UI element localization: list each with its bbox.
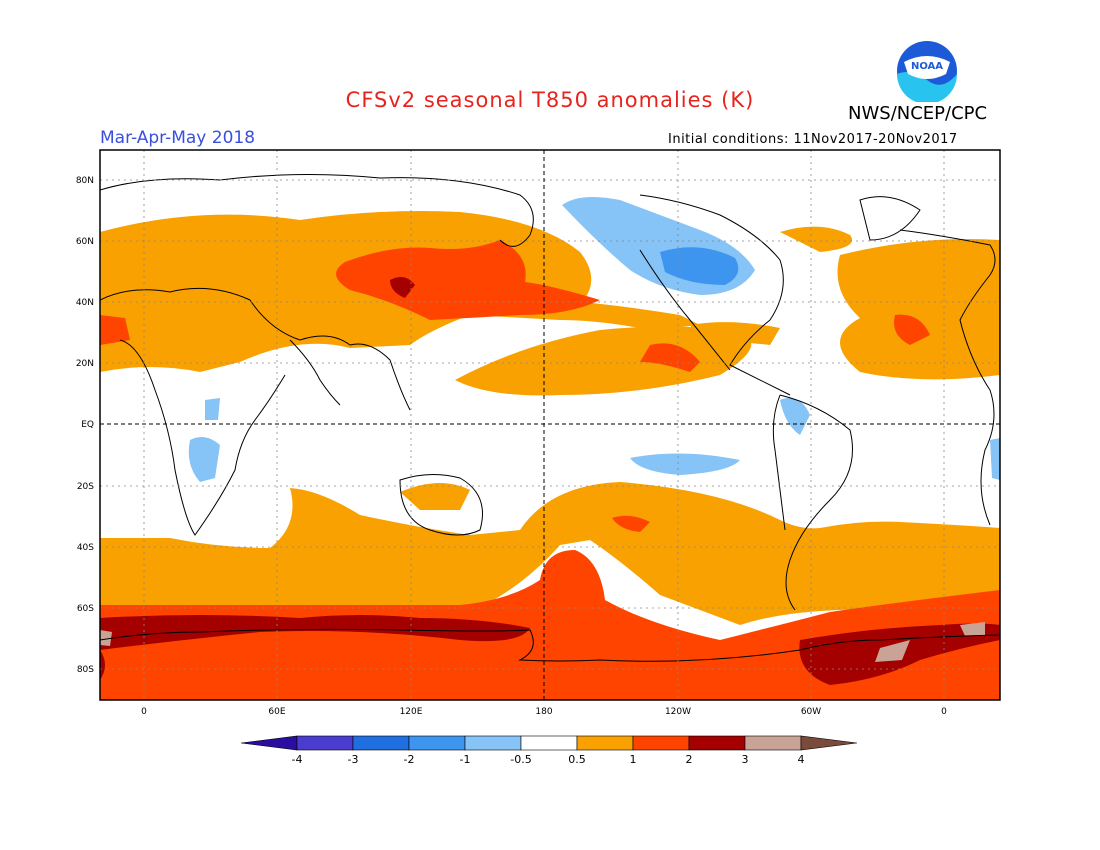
lon-label: 0 — [141, 707, 147, 717]
warm-anomaly-1-2 — [100, 240, 1000, 700]
colorbar-segment — [464, 735, 522, 751]
colorbar-segment — [576, 735, 634, 751]
season-label: Mar-Apr-May 2018 — [100, 128, 256, 148]
lat-label: 20N — [76, 359, 94, 369]
lon-label: 0 — [941, 707, 947, 717]
colorbar-segment — [744, 735, 802, 751]
logo-text: NOAA — [911, 61, 943, 72]
longitude-labels: 0 60E 120E 180 120W 60W 0 — [141, 707, 947, 717]
lat-label: 40S — [77, 543, 94, 553]
cool-anomaly-1-2 — [660, 247, 739, 285]
map-frame — [99, 149, 1001, 701]
lat-label: 40N — [76, 298, 94, 308]
lat-label: 80N — [76, 176, 94, 186]
initial-conditions-label: Initial conditions: 11Nov2017-20Nov2017 — [668, 132, 958, 147]
lat-label: 60N — [76, 237, 94, 247]
colorbar-segment — [352, 735, 410, 751]
colorbar-tick-label: 0.5 — [568, 753, 586, 766]
colorbar-tick-label: 1 — [630, 753, 637, 766]
lat-label: EQ — [81, 420, 94, 430]
colorbar-tick-label: 2 — [686, 753, 693, 766]
anomaly-fields — [100, 150, 1000, 700]
equator-dateline — [100, 150, 1000, 700]
lon-label: 120W — [665, 707, 691, 717]
lat-label: 60S — [77, 604, 94, 614]
colorbar-segment — [520, 735, 578, 751]
noaa-logo-icon: NOAA — [897, 41, 957, 102]
colorbar-tick-label: 3 — [742, 753, 749, 766]
lat-label: 20S — [77, 482, 94, 492]
lon-label: 180 — [535, 707, 552, 717]
lon-label: 60W — [801, 707, 821, 717]
coastlines — [100, 173, 1000, 662]
colorbar-segment — [296, 735, 354, 751]
colorbar: -4 -3 -2 -1 -0.5 0.5 1 2 3 4 — [240, 735, 858, 766]
colorbar-tick-label: -2 — [404, 753, 415, 766]
colorbar-segment — [632, 735, 690, 751]
colorbar-tick-label: -3 — [348, 753, 359, 766]
colorbar-tick-label: -1 — [460, 753, 471, 766]
lon-label: 120E — [400, 707, 423, 717]
colorbar-segment — [408, 735, 466, 751]
colorbar-tick-label: -0.5 — [510, 753, 531, 766]
warm-anomaly-3-4 — [100, 622, 985, 662]
colorbar-tick-label: -4 — [292, 753, 303, 766]
lat-label: 80S — [77, 665, 94, 675]
colorbar-arrow-low — [240, 735, 298, 751]
colorbar-segment — [688, 735, 746, 751]
warm-anomaly-0.5-1 — [100, 211, 1000, 625]
lon-label: 60E — [268, 707, 285, 717]
gridlines — [100, 150, 1000, 700]
agency-label: NWS/NCEP/CPC — [848, 103, 988, 124]
chart-title: CFSv2 seasonal T850 anomalies (K) — [345, 88, 755, 112]
colorbar-arrow-high — [800, 735, 858, 751]
latitude-labels: 80N 60N 40N 20N EQ 20S 40S 60S 80S — [76, 176, 94, 675]
colorbar-tick-label: 4 — [798, 753, 805, 766]
